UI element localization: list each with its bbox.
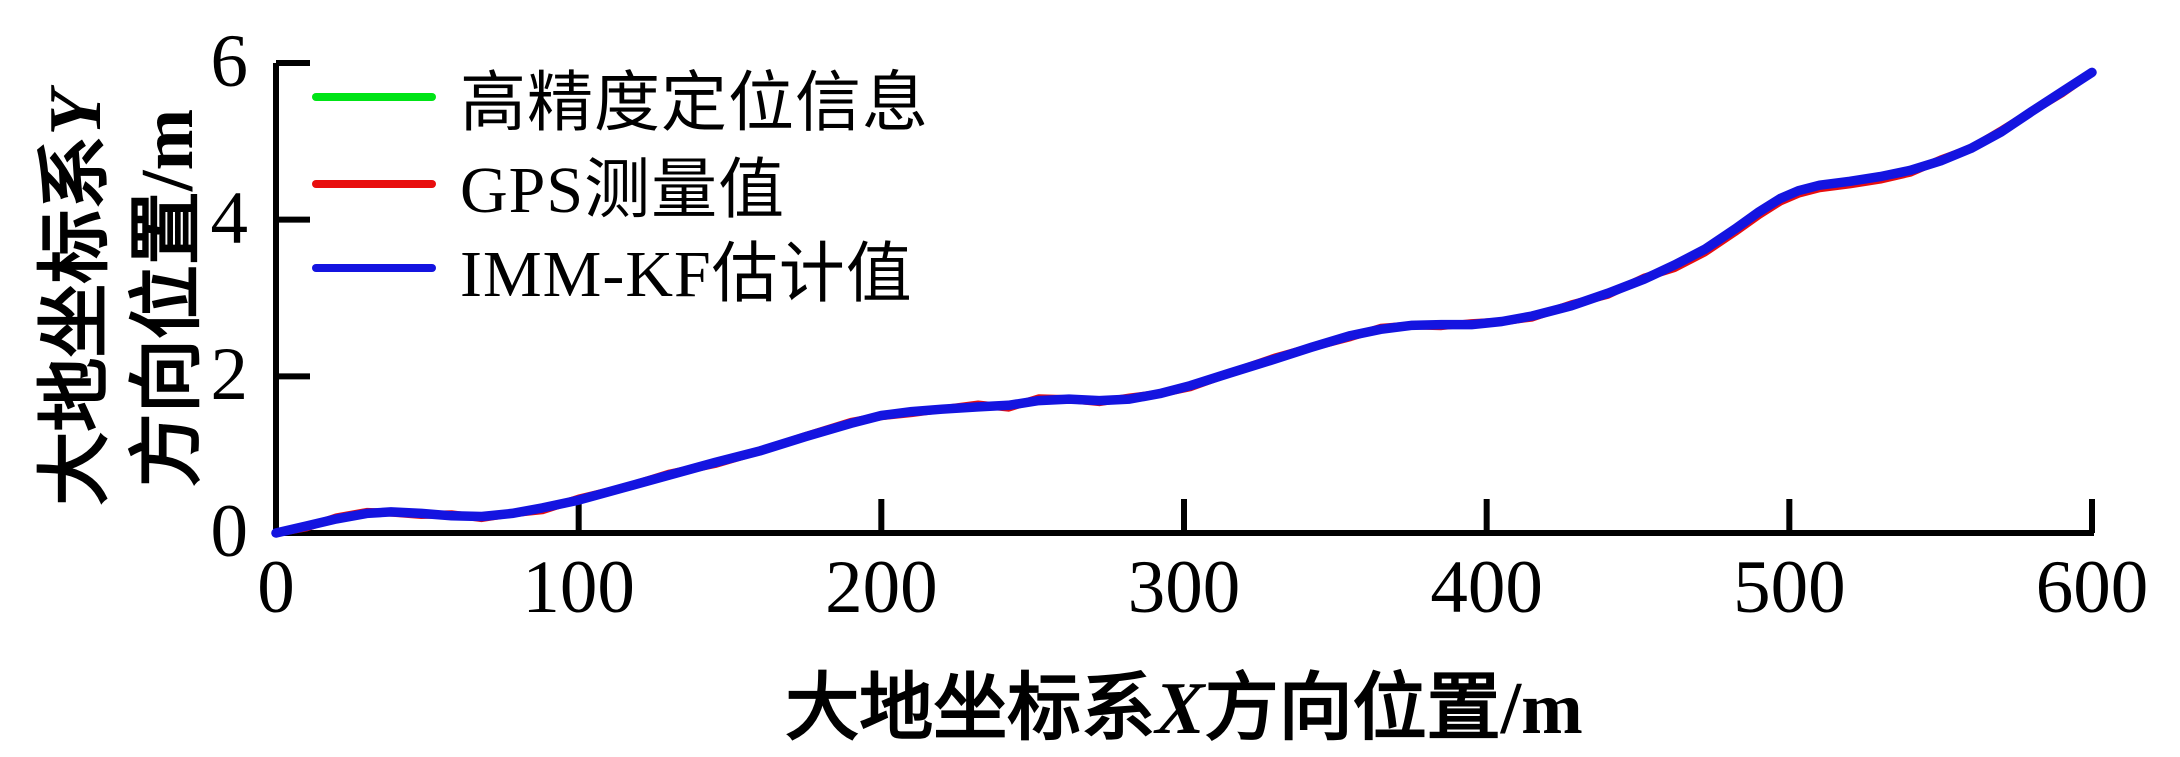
y-axis-ticks <box>276 60 310 536</box>
y-tick-label: 2 <box>210 333 249 417</box>
y-axis-title-line2: 方向位置/m <box>127 108 209 488</box>
legend-item-high-precision: 高精度定位信息 <box>312 49 929 145</box>
y-axis-title-line1-prefix: 大地坐标系 <box>35 135 117 506</box>
x-tick-label: 0 <box>257 546 295 629</box>
y-tick-label: 0 <box>210 490 249 573</box>
y-axis-title-line1: 大地坐标系Y <box>30 90 122 505</box>
legend-line-high-precision <box>312 93 436 101</box>
x-tick-label: 400 <box>1430 546 1543 629</box>
x-axis-ticks <box>273 499 2095 533</box>
x-tick-label: 200 <box>825 546 938 629</box>
y-axis-title-line1-var: Y <box>35 90 117 136</box>
x-axis-title-prefix: 大地坐标系 <box>785 668 1156 750</box>
series-line-imm-kf <box>271 67 2097 538</box>
legend-item-imm-kf: IMM-KF估计值 <box>312 220 913 316</box>
x-axis-title: 大地坐标系X方向位置/m <box>785 648 1583 755</box>
legend-label-imm-kf: IMM-KF估计值 <box>460 238 913 311</box>
x-tick-label: 300 <box>1127 546 1241 629</box>
legend-label-gps: GPS测量值 <box>460 154 786 227</box>
y-tick-label: 4 <box>210 176 249 260</box>
x-axis-title-suffix: 方向位置/m <box>1204 668 1583 750</box>
y-tick-label: 6 <box>210 20 249 103</box>
x-tick-label: 100 <box>522 546 635 629</box>
legend-line-gps <box>312 180 436 188</box>
legend-item-gps: GPS测量值 <box>312 136 785 232</box>
y-axis-title: 大地坐标系Y 方向位置/m <box>30 90 214 505</box>
trajectory-curves <box>271 67 2097 538</box>
legend-label-high-precision: 高精度定位信息 <box>460 67 929 140</box>
legend-line-imm-kf <box>312 264 436 272</box>
x-axis-title-var: X <box>1155 668 1205 750</box>
x-tick-label: 500 <box>1733 546 1846 629</box>
x-tick-label: 600 <box>2035 546 2149 629</box>
